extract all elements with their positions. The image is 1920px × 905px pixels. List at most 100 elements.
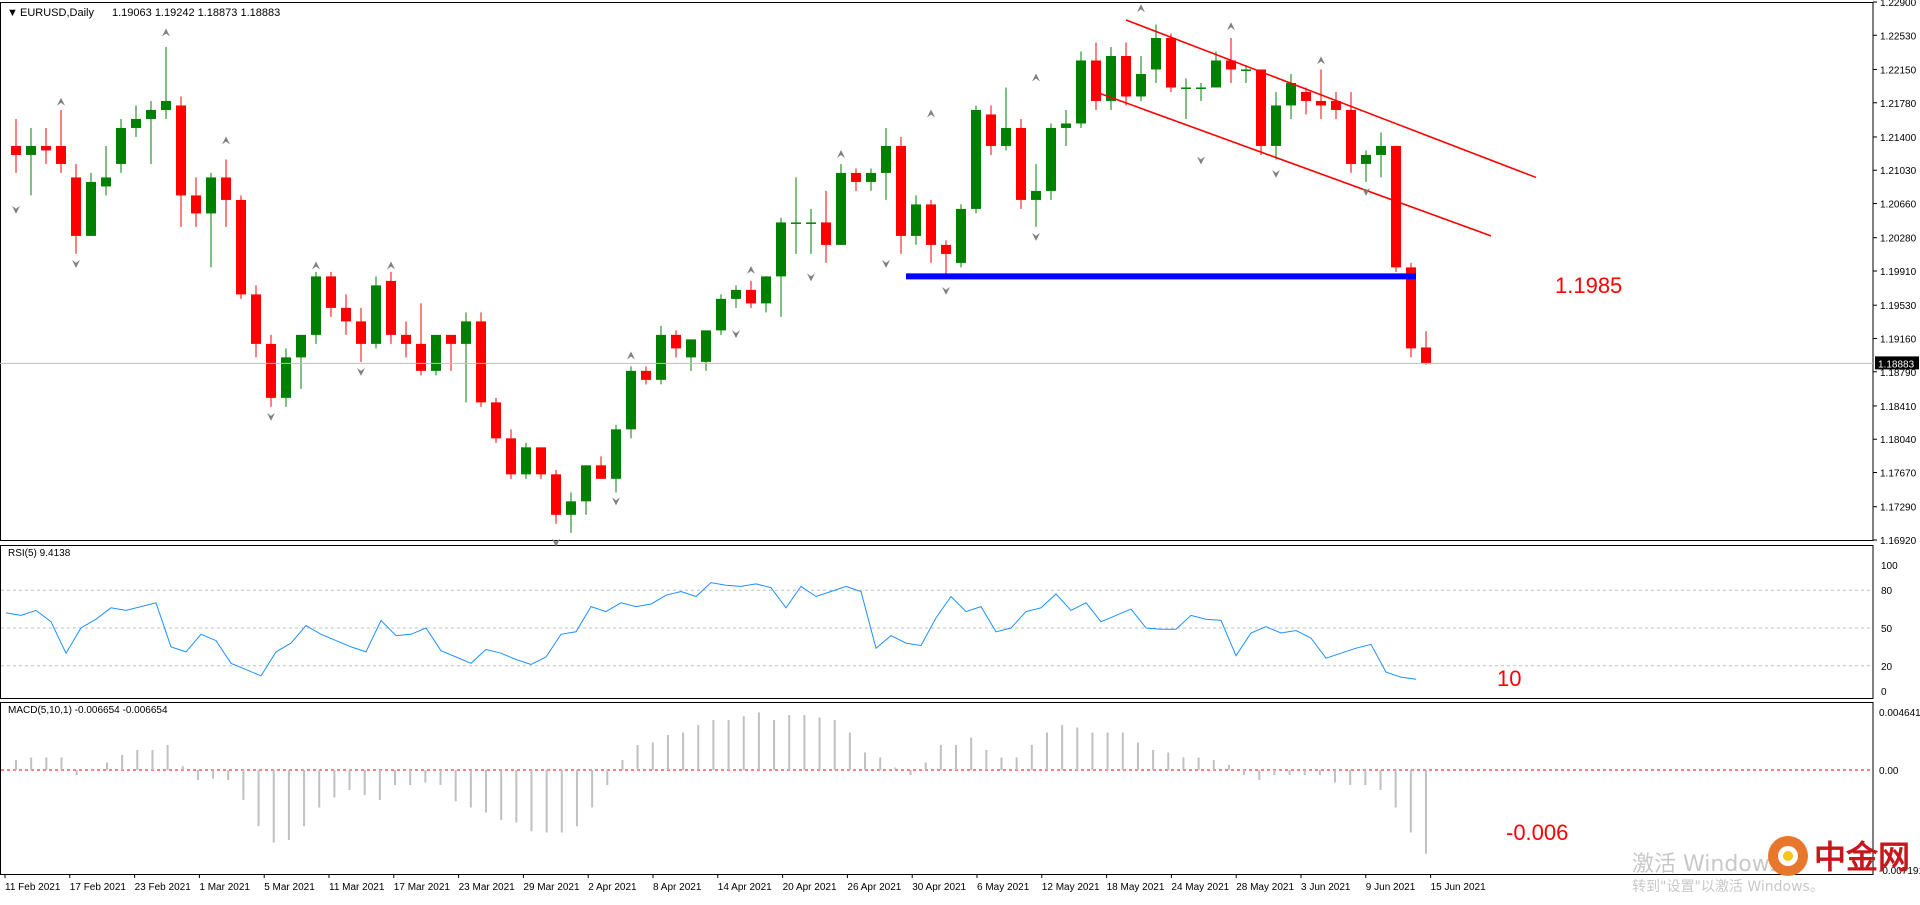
candle-body bbox=[746, 289, 756, 304]
fractal-up-marker bbox=[1227, 22, 1235, 31]
candle-body bbox=[821, 222, 831, 245]
fractal-up-marker bbox=[747, 266, 755, 274]
fractal-up-marker bbox=[1317, 56, 1325, 65]
candle-body bbox=[1076, 60, 1086, 124]
candle-body bbox=[701, 330, 711, 362]
price-tick-label: 1.21400 bbox=[1880, 133, 1917, 144]
candle-body bbox=[236, 199, 246, 295]
price-tick-label: 1.19910 bbox=[1880, 267, 1917, 278]
price-tick-label: 1.19160 bbox=[1880, 334, 1917, 345]
rsi-label: RSI(5) 9.4138 bbox=[8, 548, 71, 559]
candle-body bbox=[386, 280, 396, 335]
channel-lower-line bbox=[1095, 91, 1492, 237]
price-tick-label: 1.16920 bbox=[1880, 536, 1917, 547]
candle-body bbox=[1376, 145, 1386, 155]
candle-body bbox=[926, 204, 936, 245]
candle-body bbox=[1301, 91, 1311, 101]
date-tick-label: 26 Apr 2021 bbox=[847, 882, 901, 893]
candle-body bbox=[401, 334, 411, 344]
fractal-up-marker bbox=[1032, 73, 1040, 82]
fractal-up-marker bbox=[627, 351, 635, 360]
price-tick-label: 1.20280 bbox=[1880, 234, 1917, 245]
candle-body bbox=[896, 145, 906, 236]
candle-body bbox=[491, 402, 501, 439]
price-tick-label: 1.17670 bbox=[1880, 469, 1917, 480]
candle-body bbox=[1031, 190, 1041, 200]
candle-body bbox=[1196, 87, 1206, 89]
cngold-logo: 中金网 bbox=[1768, 836, 1910, 876]
date-tick-label: 29 Mar 2021 bbox=[523, 882, 580, 893]
candle-body bbox=[161, 100, 171, 110]
candle-body bbox=[761, 276, 771, 304]
candle-body bbox=[26, 145, 36, 155]
price-tick-label: 1.22900 bbox=[1880, 0, 1917, 9]
candle-body bbox=[56, 145, 66, 164]
fractal-up-marker bbox=[927, 109, 935, 118]
rsi-line bbox=[5, 582, 1417, 680]
candlestick-series bbox=[11, 24, 1431, 533]
candle-body bbox=[461, 321, 471, 344]
date-tick-label: 9 Jun 2021 bbox=[1366, 882, 1416, 893]
candle-body bbox=[656, 334, 666, 380]
candle-body bbox=[146, 109, 156, 119]
rsi-annotation: 10 bbox=[1497, 666, 1521, 691]
candle-body bbox=[1121, 55, 1131, 97]
candle-body bbox=[911, 204, 921, 236]
current-price-label: 1.18883 bbox=[1878, 359, 1915, 370]
candle-body bbox=[641, 370, 651, 380]
candle-body bbox=[866, 172, 876, 182]
date-tick-label: 18 May 2021 bbox=[1107, 882, 1165, 893]
candle-body bbox=[626, 370, 636, 430]
macd-histogram bbox=[15, 712, 1427, 854]
candle-body bbox=[371, 285, 381, 344]
candle-body bbox=[1016, 127, 1026, 200]
chart-header-marker[interactable]: ▼ bbox=[7, 7, 18, 19]
macd-tick-label: 0.004641 bbox=[1879, 708, 1920, 719]
fractal-down-marker bbox=[1032, 232, 1040, 241]
candle-body bbox=[671, 334, 681, 349]
candle-body bbox=[941, 244, 951, 254]
ohlc-readout: 1.19063 1.19242 1.18873 1.18883 bbox=[112, 7, 280, 19]
price-tick-label: 1.20660 bbox=[1880, 200, 1917, 211]
price-tick-label: 1.18040 bbox=[1880, 435, 1917, 446]
candle-body bbox=[326, 276, 336, 308]
candle-body bbox=[836, 172, 846, 245]
candle-body bbox=[431, 334, 441, 371]
fractal-up-marker bbox=[312, 261, 320, 270]
candle-body bbox=[1136, 73, 1146, 97]
candle-body bbox=[881, 145, 891, 173]
candle-body bbox=[521, 447, 531, 475]
candle-body bbox=[341, 307, 351, 322]
date-tick-label: 23 Mar 2021 bbox=[459, 882, 516, 893]
candle-body bbox=[101, 177, 111, 187]
candle-body bbox=[86, 181, 96, 236]
rsi-tick-label: 100 bbox=[1881, 561, 1898, 572]
candle-body bbox=[221, 177, 231, 200]
candle-body bbox=[356, 321, 366, 344]
candle-body bbox=[116, 127, 126, 164]
candle-body bbox=[1106, 55, 1116, 101]
candle-body bbox=[1211, 60, 1221, 88]
candle-body bbox=[566, 501, 576, 515]
candle-body bbox=[716, 298, 726, 331]
macd-tick-label: -0.007191 bbox=[1879, 866, 1920, 877]
candle-body bbox=[731, 289, 741, 299]
candle-body bbox=[596, 465, 606, 479]
candle-body bbox=[791, 222, 801, 224]
candle-body bbox=[311, 276, 321, 335]
macd-annotation: -0.006 bbox=[1506, 820, 1568, 845]
channel-upper-line bbox=[1125, 19, 1537, 179]
support-level-label: 1.1985 bbox=[1555, 273, 1622, 298]
date-tick-label: 15 Jun 2021 bbox=[1431, 882, 1486, 893]
fractal-down-marker bbox=[807, 273, 815, 282]
date-tick-label: 1 Mar 2021 bbox=[199, 882, 250, 893]
candle-body bbox=[281, 357, 291, 398]
candle-body bbox=[191, 195, 201, 214]
candle-body bbox=[956, 208, 966, 263]
candle-body bbox=[176, 105, 186, 196]
fractal-down-marker bbox=[732, 330, 740, 339]
candle-body bbox=[851, 172, 861, 182]
candle-body bbox=[986, 114, 996, 146]
